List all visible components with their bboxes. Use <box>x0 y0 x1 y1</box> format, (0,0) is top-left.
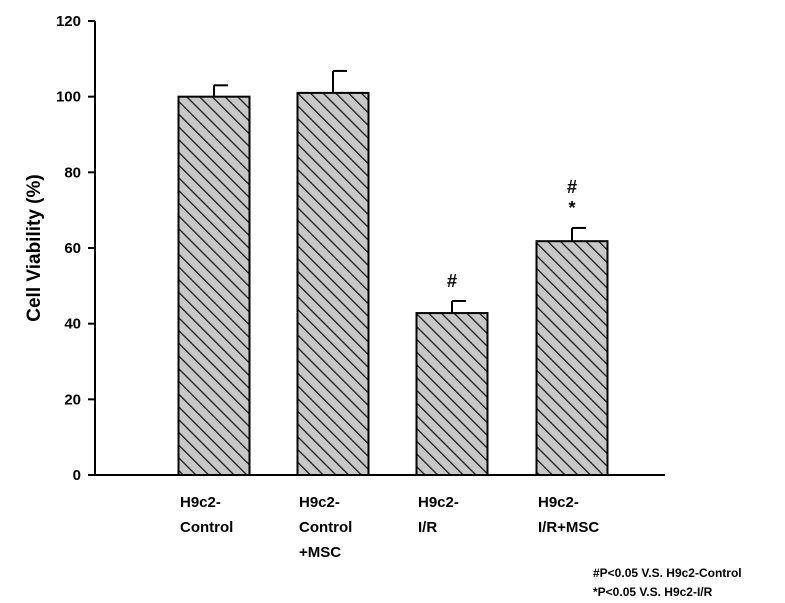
significance-marker: * <box>568 198 575 218</box>
y-tick-label: 100 <box>56 89 81 106</box>
category-label: I/R+MSC <box>538 519 599 536</box>
category-label: Control <box>180 519 233 536</box>
footnote-control: #P<0.05 V.S. H9c2-Control <box>593 566 742 580</box>
bar <box>296 91 370 476</box>
y-tick-label: 120 <box>56 13 81 30</box>
y-tick-label: 80 <box>64 164 81 181</box>
bar <box>535 240 609 476</box>
y-axis-title: Cell Viability (%) <box>24 174 45 321</box>
footnote-ir: *P<0.05 V.S. H9c2-I/R <box>593 585 713 599</box>
bar <box>177 95 251 477</box>
category-label: H9c2- <box>418 494 459 511</box>
category-label: I/R <box>418 519 437 536</box>
category-label: H9c2- <box>180 494 221 511</box>
y-tick-label: 60 <box>64 240 81 257</box>
significance-marker: # <box>567 177 577 197</box>
y-tick-label: 40 <box>64 316 81 333</box>
y-tick-label: 20 <box>64 391 81 408</box>
bar <box>415 312 489 476</box>
y-tick-label: 0 <box>73 467 81 484</box>
category-label: Control <box>299 519 352 536</box>
category-label: H9c2- <box>538 494 579 511</box>
significance-marker: # <box>447 271 457 291</box>
category-label: +MSC <box>299 544 341 561</box>
category-label: H9c2- <box>299 494 340 511</box>
